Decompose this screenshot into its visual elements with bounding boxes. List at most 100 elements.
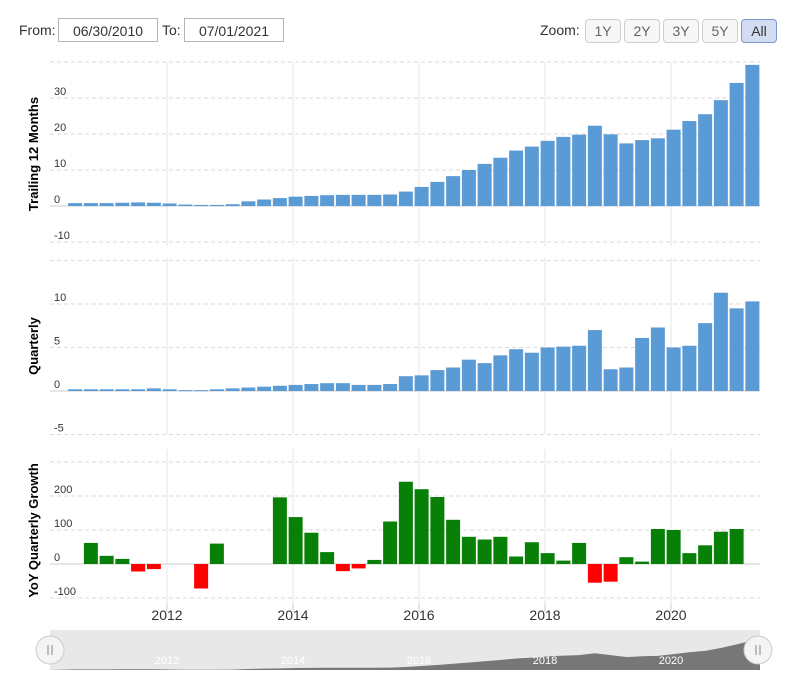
zoom-3y-button[interactable]: 3Y [663,19,699,43]
bar [209,204,224,206]
navigator-right-handle[interactable] [743,635,773,665]
bar [414,186,429,206]
bar [351,194,366,206]
bar [540,140,555,206]
bar [729,308,744,391]
bar [414,375,429,391]
navigator-label: 2016 [407,655,431,667]
from-label: From: [19,22,56,38]
bar [272,385,287,391]
from-date-input[interactable]: 06/30/2010 [58,18,158,42]
bar [194,564,209,589]
bar [619,143,634,206]
bar [83,389,98,391]
bar [556,560,571,564]
bar [477,163,492,206]
bar [650,138,665,206]
bar [304,384,319,391]
bar [304,532,319,564]
bar [477,539,492,564]
bar [556,346,571,391]
bar [146,202,161,206]
bar [430,370,445,391]
navigator[interactable]: 2012 2014 2016 2018 2020 [35,630,773,670]
bar [698,114,713,206]
y-axis-title: Trailing 12 Months [26,97,41,211]
to-date-input[interactable]: 07/01/2021 [184,18,284,42]
bar [335,194,350,206]
x-tick-layer: 2012 2014 2016 2018 2020 [151,604,687,623]
x-tick-label: 2014 [277,607,308,623]
bar [83,542,98,564]
bar [367,559,382,564]
bar [383,521,398,564]
navigator-label: 2012 [155,655,179,667]
bar [745,64,760,206]
bar [666,347,681,391]
bar [446,519,461,564]
navigator-left-handle[interactable] [35,635,65,665]
handle-circle [35,635,65,665]
y-tick-label: 10 [54,292,66,304]
bar [178,204,193,206]
zoom-5y-button[interactable]: 5Y [702,19,738,43]
y-tick-label: 0 [54,552,60,564]
bar [131,202,146,206]
zoom-2y-button[interactable]: 2Y [624,19,660,43]
bar [540,347,555,391]
toolbar: From: 06/30/2010 To: 07/01/2021 Zoom: 1Y… [0,0,802,60]
bar [335,383,350,391]
x-tick-label: 2020 [655,607,686,623]
bar [619,557,634,564]
bar [587,125,602,206]
bar [99,555,114,564]
bar [351,564,366,569]
y-tick-label: -100 [54,586,76,598]
bar [698,545,713,564]
bar [509,150,524,206]
bar [320,195,335,206]
bar [68,389,83,391]
bar [288,196,303,206]
bars-layer [68,64,760,589]
bar [115,202,130,206]
bar [572,134,587,206]
handle-circle [743,635,773,665]
y-tick-label: 10 [54,158,66,170]
bar [383,194,398,206]
bar [414,489,429,564]
x-tick-label: 2012 [151,607,182,623]
to-label: To: [162,22,181,38]
x-tick-label: 2018 [529,607,560,623]
bar [430,497,445,564]
bar [446,367,461,391]
bar [320,552,335,564]
zoom-1y-button[interactable]: 1Y [585,19,621,43]
bar [398,481,413,564]
bar [225,204,240,206]
bar [178,390,193,392]
bar [131,564,146,572]
y-tick-label: 30 [54,86,66,98]
bar [540,553,555,564]
bar [635,561,650,564]
bar [603,369,618,391]
bar [493,157,508,206]
zoom-all-button[interactable]: All [741,19,777,43]
bar [603,564,618,582]
bar [272,497,287,564]
y-tick-label: 0 [54,379,60,391]
bar [666,530,681,564]
bar [556,136,571,206]
bar [461,536,476,564]
bar [194,204,209,206]
bar [257,386,272,391]
bar [509,349,524,391]
bar [257,199,272,206]
bar [666,129,681,206]
bar [524,542,539,564]
bar [572,345,587,391]
bar [713,531,728,564]
